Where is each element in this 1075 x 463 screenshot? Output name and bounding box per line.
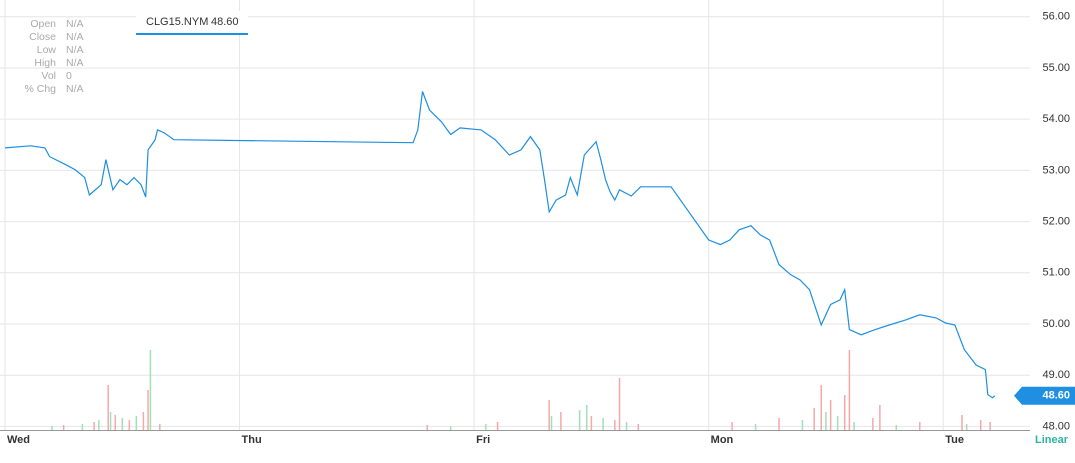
scale-toggle[interactable]: Linear	[1035, 434, 1069, 446]
info-label: % Chg	[24, 83, 56, 95]
volume-bar	[109, 412, 112, 430]
price-tag-label: 48.60	[1042, 390, 1070, 402]
volume-bar	[895, 425, 898, 430]
volume-bar	[618, 378, 621, 430]
info-label: Low	[37, 44, 57, 56]
info-panel: Open N/A Close N/A Low N/A High N/A Vol 0 % Chg N/A	[24, 18, 83, 95]
volume-bar	[550, 416, 553, 430]
volume-bar	[590, 416, 593, 430]
info-label: High	[34, 57, 56, 69]
volume-bar	[602, 418, 604, 430]
volume-bar	[485, 424, 487, 430]
volume-bar	[919, 422, 921, 430]
legend-name: CLG15.NYM	[146, 16, 208, 28]
info-value: N/A	[66, 83, 84, 95]
x-tick-label: Wed	[7, 434, 30, 446]
volume-bar	[62, 425, 65, 430]
volume-bar	[979, 420, 982, 430]
volume-bar	[121, 418, 124, 430]
volume-bar	[159, 424, 161, 430]
volume-bar	[820, 385, 822, 430]
volume-bar	[829, 400, 832, 430]
volume-bar	[848, 350, 851, 430]
grid	[0, 0, 1030, 430]
volume-bar	[778, 418, 780, 430]
volume-bar	[149, 350, 152, 430]
volume-bar	[107, 385, 109, 430]
volume-bar	[114, 415, 116, 430]
volume-bar	[825, 412, 827, 430]
x-tick-label: Mon	[711, 434, 734, 446]
y-tick-label: 52.00	[1042, 216, 1070, 228]
y-tick-label: 56.00	[1042, 11, 1070, 23]
y-tick-label: 53.00	[1042, 164, 1070, 176]
info-value: N/A	[66, 18, 84, 30]
info-value: N/A	[66, 31, 84, 43]
volume-bar	[560, 412, 562, 430]
volume-bar	[731, 422, 733, 430]
info-label: Close	[29, 31, 56, 43]
volume-bar	[614, 420, 616, 430]
y-tick-label: 50.00	[1042, 318, 1070, 330]
volume-bar	[426, 425, 428, 430]
x-tick-label: Thu	[242, 434, 262, 446]
y-tick-label: 49.00	[1042, 369, 1070, 381]
info-value: N/A	[66, 44, 84, 56]
volume-bar	[813, 408, 815, 430]
volume-bar	[578, 410, 581, 430]
y-tick-label: 54.00	[1042, 113, 1070, 125]
volume-bar	[754, 424, 757, 430]
volume-bar	[879, 405, 881, 430]
volume-bar	[98, 420, 100, 430]
volume-bar	[128, 420, 131, 430]
volume-bar	[801, 420, 804, 430]
info-value: 0	[66, 70, 72, 82]
y-tick-label: 48.00	[1042, 420, 1070, 432]
volume-bar	[585, 405, 588, 430]
x-tick-label: Tue	[945, 434, 964, 446]
info-label: Open	[30, 18, 56, 30]
volume-bar	[51, 426, 53, 430]
info-label: Vol	[41, 70, 56, 82]
price-line	[4, 91, 996, 399]
price-tag	[1014, 386, 1075, 405]
volume-bar	[142, 412, 145, 430]
volume-bar	[496, 422, 499, 430]
legend-price: 48.60	[211, 16, 239, 28]
volume-bar	[135, 416, 138, 430]
legend-box	[136, 11, 248, 33]
volume-bar	[147, 390, 149, 430]
volume-bar	[872, 418, 874, 430]
volume-bar	[81, 424, 84, 430]
plot	[4, 91, 996, 399]
info-value: N/A	[66, 57, 84, 69]
volume-bar	[625, 422, 628, 430]
x-tick-label: Fri	[476, 434, 490, 446]
y-tick-label: 55.00	[1042, 62, 1070, 74]
volume-bar	[637, 424, 640, 430]
volume-bar	[93, 422, 95, 430]
volume-bar	[965, 424, 968, 430]
volume-bar	[843, 395, 846, 430]
volume-bar	[449, 426, 452, 430]
volume-bar	[961, 415, 963, 430]
volume-bar	[989, 422, 991, 430]
volume-bar	[548, 400, 550, 430]
volume-bar	[853, 422, 855, 430]
volume	[51, 350, 991, 430]
y-tick-label: 51.00	[1042, 267, 1070, 279]
volume-bar	[836, 416, 839, 430]
